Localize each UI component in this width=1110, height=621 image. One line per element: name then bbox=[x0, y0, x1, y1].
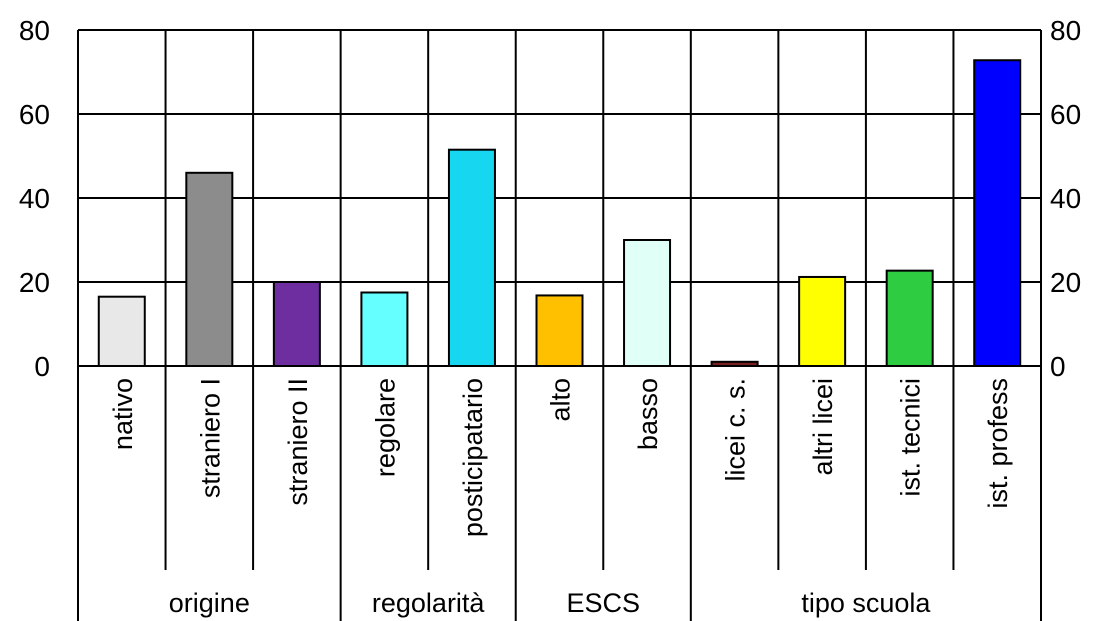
category-label: nativo bbox=[108, 378, 138, 450]
bar-regolare bbox=[360, 291, 409, 367]
bars-layer bbox=[78, 59, 1041, 368]
bar-basso bbox=[623, 239, 672, 367]
y-tick-label-left: 20 bbox=[19, 267, 50, 298]
bar-ist-tecnici bbox=[885, 269, 934, 367]
bar-straniero-ii bbox=[272, 281, 321, 367]
y-tick-label-right: 0 bbox=[1050, 351, 1066, 382]
category-label: altri licei bbox=[808, 378, 838, 476]
category-label: alto bbox=[546, 378, 576, 422]
group-label: tipo scuola bbox=[801, 588, 931, 618]
bar-nativo bbox=[97, 295, 146, 368]
y-tick-label-left: 40 bbox=[19, 183, 50, 214]
bar-posticipatario bbox=[447, 148, 496, 367]
category-label: basso bbox=[633, 378, 663, 450]
y-tick-label-left: 80 bbox=[19, 15, 50, 46]
y-tick-label-right: 60 bbox=[1050, 99, 1081, 130]
category-label: regolare bbox=[370, 378, 400, 477]
category-label: licei c. s. bbox=[721, 378, 751, 482]
bar-alto bbox=[535, 294, 584, 367]
category-labels-layer: nativo straniero I straniero II regolare pos… bbox=[108, 378, 1013, 537]
y-tick-label-right: 80 bbox=[1050, 15, 1081, 46]
grid-layer bbox=[77, 29, 1042, 621]
category-label: straniero I bbox=[195, 378, 225, 498]
y-tick-label-left: 60 bbox=[19, 99, 50, 130]
bar-ist-profess bbox=[973, 59, 1022, 368]
group-label: regolarità bbox=[372, 588, 486, 618]
bar-straniero-i bbox=[185, 171, 234, 367]
category-label: posticipatario bbox=[458, 378, 488, 537]
group-labels-layer: origine regolarità ESCS tipo scuola bbox=[169, 588, 932, 618]
category-label: ist. profess bbox=[983, 378, 1013, 509]
tick-labels-layer: 0 0 20 20 40 40 60 60 80 80 bbox=[19, 15, 1081, 382]
bar-altri-licei bbox=[798, 275, 847, 367]
y-tick-label-right: 40 bbox=[1050, 183, 1081, 214]
group-label: origine bbox=[169, 588, 250, 618]
y-tick-label-left: 0 bbox=[34, 351, 50, 382]
category-label: straniero II bbox=[283, 378, 313, 506]
category-label: ist. tecnici bbox=[896, 378, 926, 497]
group-label: ESCS bbox=[567, 588, 641, 618]
y-tick-label-right: 20 bbox=[1050, 267, 1081, 298]
